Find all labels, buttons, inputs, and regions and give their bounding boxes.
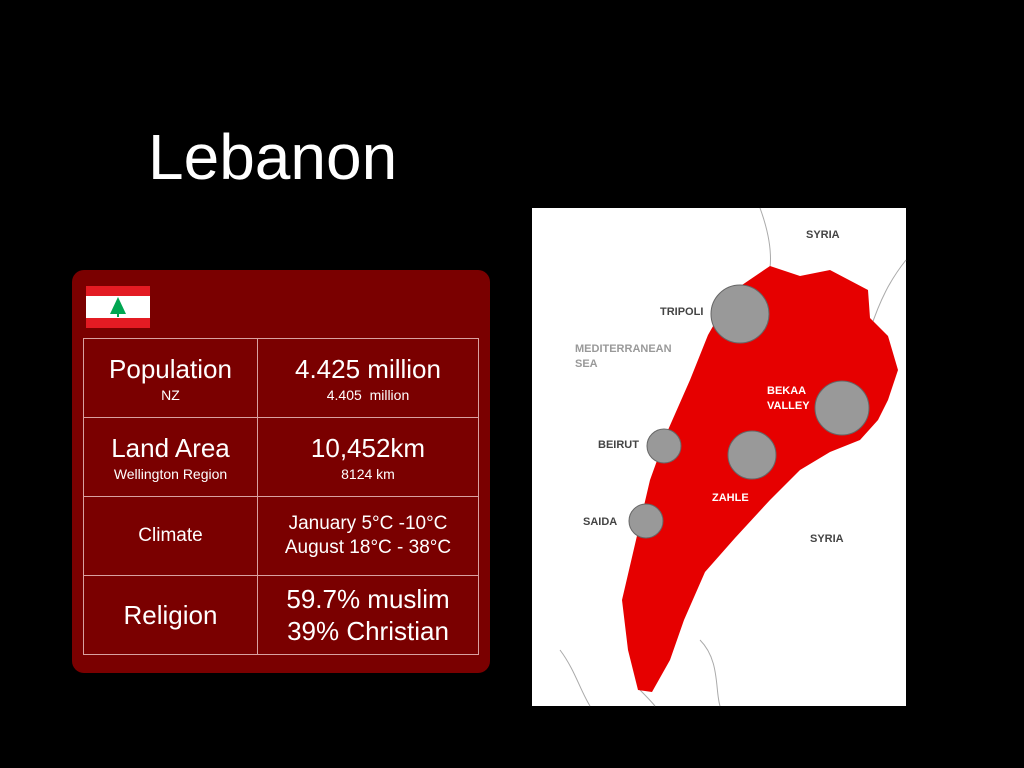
cell-sub-text: 8124 km (341, 466, 395, 482)
map-label: MEDITERRANEAN (575, 343, 672, 355)
flag-stripe (86, 318, 150, 328)
table-row: Religion 59.7% muslim 39% Christian (83, 575, 479, 655)
map-label: SYRIA (810, 533, 844, 545)
city-marker (646, 428, 682, 464)
table-cell: 10,452km 8124 km (257, 417, 479, 497)
cell-main-text: August 18°C - 38°C (284, 537, 452, 558)
flag-stripe (86, 286, 150, 296)
map-label: ZAHLE (712, 492, 749, 504)
cell-main-text: Population (109, 354, 232, 384)
map-label: SEA (575, 358, 598, 370)
slide-title: Lebanon (148, 121, 398, 193)
cedar-trunk (117, 313, 119, 317)
lebanon-shape (622, 266, 898, 692)
map-label: TRIPOLI (660, 306, 703, 318)
table-row: Population NZ 4.425 million 4.405 million (83, 338, 479, 418)
cell-sub-text: 4.405 million (326, 387, 410, 403)
table-row: Climate January 5°C -10°C August 18°C - 38… (83, 496, 479, 576)
table-row: Land Area Wellington Region 10,452km 8124 k… (83, 417, 479, 497)
city-marker (628, 503, 664, 539)
table-cell: 4.425 million 4.405 million (257, 338, 479, 418)
city-marker (727, 430, 777, 480)
map-label: BEKAA (767, 385, 806, 397)
table-cell: 59.7% muslim 39% Christian (257, 575, 479, 655)
cell-main-text: January 5°C -10°C (288, 513, 448, 534)
city-marker (814, 380, 870, 436)
facts-table: Population NZ 4.425 million 4.405 million La… (83, 338, 479, 655)
cell-main-text: 59.7% muslim (286, 584, 450, 614)
table-cell: Climate (83, 496, 258, 576)
map-label: VALLEY (767, 400, 810, 412)
cedar (110, 297, 126, 314)
city-marker (710, 284, 770, 344)
info-panel: Population NZ 4.425 million 4.405 million La… (72, 270, 490, 673)
cell-main-text: 10,452km (310, 433, 426, 463)
cell-main-text: Religion (123, 600, 218, 630)
cell-main-text: Climate (138, 525, 203, 546)
cell-main-text: 39% Christian (287, 616, 449, 646)
table-cell: Religion (83, 575, 258, 655)
cell-main-text: 4.425 million (295, 354, 441, 384)
border-line (559, 207, 907, 707)
map-label: SYRIA (806, 229, 840, 241)
map-label: BEIRUT (598, 439, 639, 451)
table-cell: Land Area Wellington Region (83, 417, 258, 497)
table-cell: January 5°C -10°C August 18°C - 38°C (257, 496, 479, 576)
map-label: SAIDA (583, 516, 617, 528)
cell-sub-text: Wellington Region (113, 466, 228, 482)
flag (86, 286, 150, 328)
cell-sub-text: NZ (161, 387, 180, 403)
cell-main-text: Land Area (111, 433, 230, 463)
table-cell: Population NZ (83, 338, 258, 418)
